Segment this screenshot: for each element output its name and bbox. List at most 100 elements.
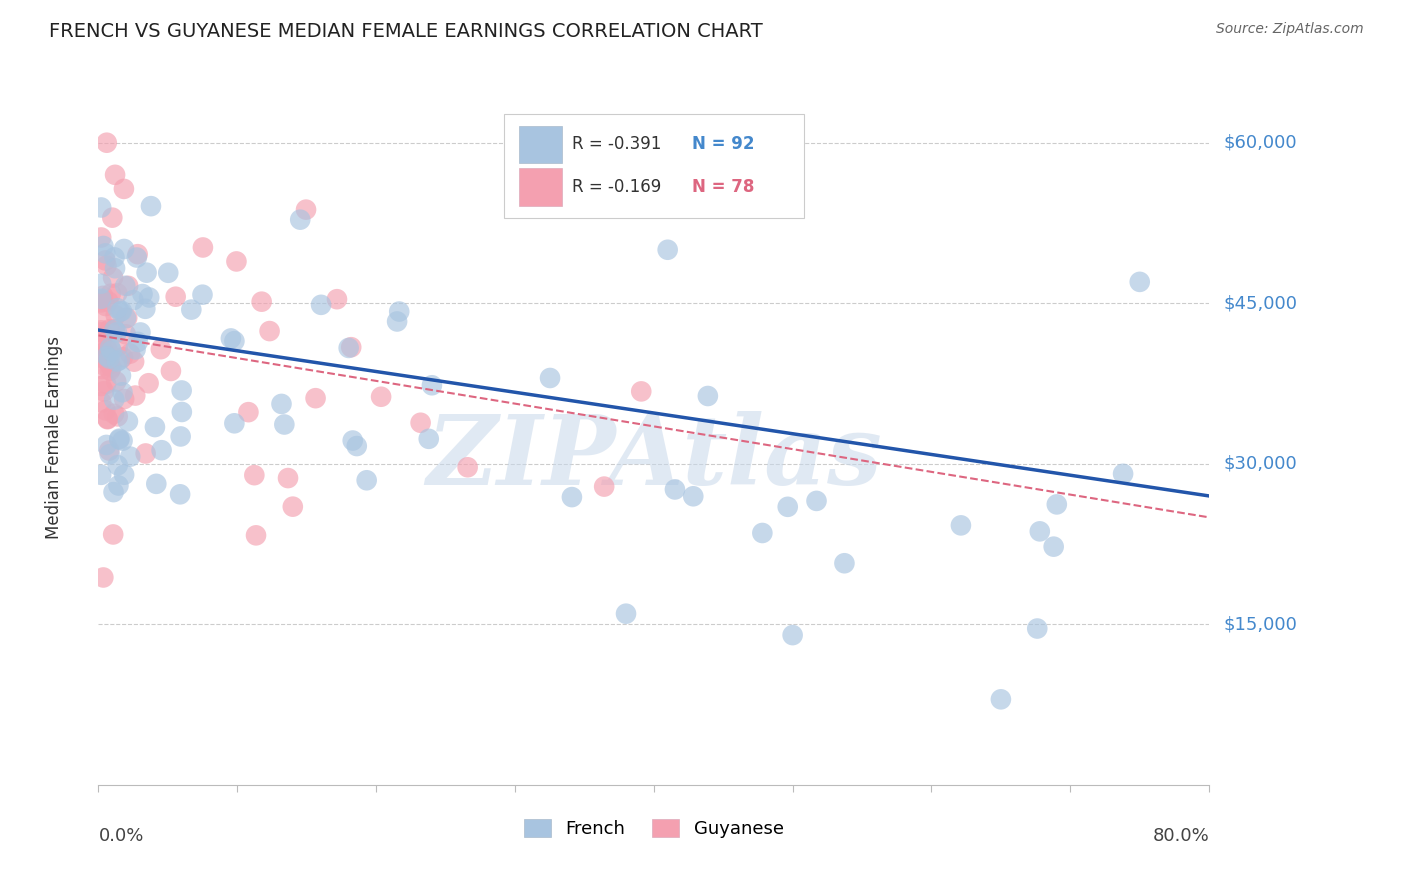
Point: [385, 314, 408, 328]
Point: [290, 212, 312, 227]
Point: [1129, 275, 1152, 289]
Point: [1046, 497, 1069, 511]
Point: [100, 286, 122, 301]
Text: 80.0%: 80.0%: [1153, 827, 1209, 845]
Text: N = 78: N = 78: [692, 178, 754, 196]
Point: [111, 434, 134, 448]
Point: [1026, 622, 1049, 636]
Point: [990, 692, 1012, 706]
Point: [108, 432, 131, 446]
Point: [224, 334, 246, 348]
Point: [90, 295, 112, 310]
Point: [127, 247, 149, 261]
Point: [337, 341, 360, 355]
Point: [834, 556, 856, 570]
Point: [180, 302, 202, 317]
Point: [150, 443, 173, 458]
Point: [664, 483, 686, 497]
Point: [134, 301, 156, 316]
Point: [125, 251, 148, 265]
Point: [93, 359, 115, 373]
Point: [418, 432, 440, 446]
Point: [104, 168, 127, 182]
Point: [138, 291, 160, 305]
Point: [281, 500, 304, 514]
Point: [96, 348, 118, 362]
Point: [949, 518, 972, 533]
Point: [224, 417, 246, 431]
Point: [90, 323, 112, 337]
Text: ZIPAtlas: ZIPAtlas: [426, 411, 882, 505]
Point: [100, 360, 122, 375]
Point: [409, 416, 432, 430]
Point: [420, 378, 443, 392]
Point: [165, 290, 187, 304]
Point: [94, 253, 117, 268]
Point: [143, 420, 166, 434]
Point: [191, 287, 214, 301]
Point: [90, 326, 112, 340]
Point: [90, 230, 112, 244]
Point: [561, 490, 583, 504]
Point: [90, 333, 112, 347]
Point: [96, 343, 118, 357]
Point: [111, 351, 134, 365]
Text: R = -0.391: R = -0.391: [572, 136, 661, 153]
Point: [108, 353, 131, 368]
Point: [388, 304, 411, 318]
Point: [103, 407, 125, 421]
Point: [98, 341, 121, 355]
Point: [110, 304, 132, 318]
Point: [105, 286, 128, 301]
Point: [96, 349, 118, 363]
Point: [93, 570, 115, 584]
Point: [112, 467, 135, 482]
Point: [225, 254, 247, 268]
Point: [782, 628, 804, 642]
Point: [112, 182, 135, 196]
Point: [96, 411, 118, 425]
Point: [138, 376, 160, 391]
Point: [751, 526, 773, 541]
Point: [108, 433, 131, 447]
Point: [104, 261, 127, 276]
Point: [1112, 467, 1135, 481]
Text: Median Female Earnings: Median Female Earnings: [45, 335, 63, 539]
Point: [114, 327, 136, 342]
Point: [259, 324, 281, 338]
Point: [250, 294, 273, 309]
Point: [114, 278, 136, 293]
Point: [277, 471, 299, 485]
Text: 0.0%: 0.0%: [98, 827, 143, 845]
Point: [145, 476, 167, 491]
Point: [170, 405, 193, 419]
Point: [94, 299, 117, 313]
Point: [129, 326, 152, 340]
Point: [96, 136, 118, 150]
Point: [90, 351, 112, 365]
Point: [107, 478, 129, 492]
FancyBboxPatch shape: [519, 126, 561, 163]
Point: [90, 292, 112, 306]
Point: [107, 458, 129, 473]
Point: [98, 447, 121, 461]
Point: [117, 414, 139, 428]
Point: [98, 322, 121, 336]
Point: [100, 343, 122, 358]
Point: [94, 376, 117, 391]
Point: [111, 304, 134, 318]
Point: [107, 339, 129, 353]
Point: [93, 345, 115, 359]
Point: [1042, 540, 1064, 554]
Point: [169, 429, 191, 443]
Point: [90, 395, 112, 409]
Point: [1029, 524, 1052, 539]
Point: [115, 310, 138, 325]
Point: [103, 392, 125, 407]
Point: [593, 480, 616, 494]
Point: [191, 240, 214, 254]
Point: [94, 403, 117, 417]
Point: [96, 438, 118, 452]
Point: [104, 308, 127, 322]
Point: [169, 487, 191, 501]
